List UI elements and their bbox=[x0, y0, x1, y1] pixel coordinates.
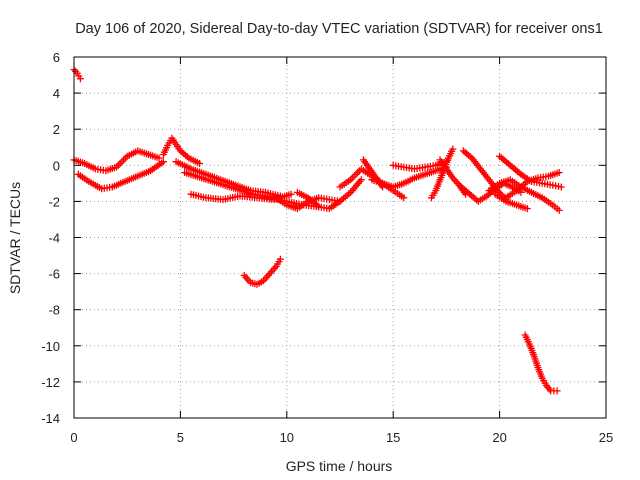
y-tick-label: -2 bbox=[48, 194, 60, 209]
data-point-marker bbox=[269, 266, 277, 274]
ticks: 0 5 10 15 20 25 -14 -12 -10 -8 -6 -4 -2 0 2 4 6 bbox=[41, 50, 613, 445]
chart-title: Day 106 of 2020, Sidereal Day-to-day VTE… bbox=[75, 21, 603, 37]
data-point-marker bbox=[553, 387, 561, 395]
y-tick-label: 0 bbox=[53, 158, 60, 173]
data-point-marker bbox=[555, 169, 563, 176]
x-axis-label: GPS time / hours bbox=[286, 458, 393, 474]
data-point-marker bbox=[555, 206, 563, 214]
y-tick-label: -6 bbox=[48, 267, 60, 282]
data-point-marker bbox=[523, 205, 531, 213]
data-point-marker bbox=[557, 183, 565, 191]
y-tick-label: 4 bbox=[53, 86, 60, 101]
x-tick-label: 25 bbox=[599, 430, 613, 445]
data-point-marker bbox=[449, 145, 457, 153]
data-point-marker bbox=[243, 275, 251, 283]
y-tick-label: 2 bbox=[53, 122, 60, 137]
data-point-marker bbox=[196, 160, 204, 167]
x-tick-label: 10 bbox=[280, 430, 294, 445]
y-tick-label: -10 bbox=[41, 339, 60, 354]
data-point-marker bbox=[76, 75, 84, 83]
y-tick-label: 6 bbox=[53, 50, 60, 65]
y-tick-label: -8 bbox=[48, 303, 60, 318]
data-point-marker bbox=[155, 154, 163, 162]
y-tick-label: -14 bbox=[41, 411, 60, 426]
y-tick-label: -12 bbox=[41, 375, 60, 390]
x-tick-label: 5 bbox=[177, 430, 184, 445]
data-point-marker bbox=[276, 255, 284, 263]
x-tick-label: 20 bbox=[492, 430, 506, 445]
y-axis-label: SDTVAR / TECUs bbox=[7, 182, 23, 294]
data-point-marker bbox=[400, 194, 408, 202]
data-layer bbox=[70, 66, 565, 395]
x-tick-label: 0 bbox=[70, 430, 77, 445]
x-tick-label: 15 bbox=[386, 430, 400, 445]
data-point-marker bbox=[357, 176, 365, 184]
data-point-marker bbox=[287, 190, 295, 198]
data-point-marker bbox=[159, 158, 167, 166]
grid bbox=[74, 57, 606, 418]
y-tick-label: -4 bbox=[48, 231, 60, 246]
